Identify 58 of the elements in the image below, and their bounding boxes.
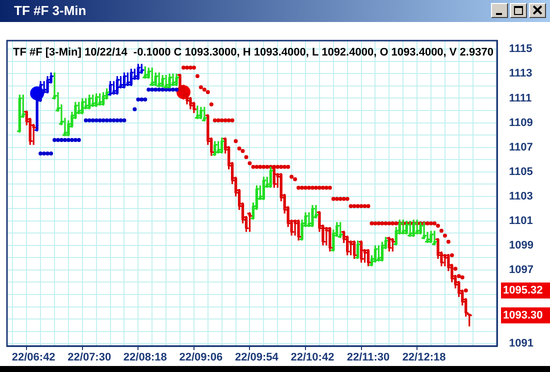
- point: [62, 138, 67, 142]
- y-tick-label: 1115: [509, 43, 532, 56]
- text: 1095.32: [503, 284, 543, 297]
- point: [108, 118, 112, 122]
- point: [49, 151, 54, 156]
- point: [112, 118, 116, 122]
- point: [160, 88, 165, 92]
- point: [136, 97, 140, 102]
- point: [174, 88, 179, 92]
- chart-title: TF #F 3-Min: [0, 0, 550, 22]
- point: [115, 118, 120, 122]
- y-tick-label: 1097: [509, 264, 534, 276]
- text: 1093.30: [503, 309, 543, 322]
- y-tick-label: 1107: [509, 141, 533, 154]
- x-tick-label: 22/11:30: [346, 352, 390, 364]
- y-tick-label: 1103: [509, 190, 533, 202]
- x-tick-label: 22/08:18: [123, 352, 167, 364]
- point: [140, 97, 144, 102]
- point: [84, 118, 88, 122]
- point: [122, 118, 126, 122]
- x-tick-label: 22/12:18: [402, 352, 446, 364]
- x-tick-label: 22/09:06: [179, 352, 223, 364]
- x-tick-label: 22/07:30: [68, 352, 112, 364]
- point: [56, 138, 60, 142]
- point: [76, 138, 81, 142]
- point: [143, 97, 148, 102]
- point: [66, 138, 70, 142]
- point: [46, 151, 50, 156]
- y-tick-label: 1091: [509, 338, 534, 350]
- x-tick-label: 22/06:42: [12, 352, 56, 364]
- point: [94, 118, 98, 122]
- point: [118, 118, 123, 122]
- y-tick-label: 1113: [509, 68, 532, 80]
- point: [132, 107, 137, 112]
- point: [104, 118, 109, 122]
- y-tick-label: 1109: [509, 116, 533, 129]
- point: [146, 88, 151, 92]
- point: [38, 151, 43, 156]
- y-tick-label: 1105: [509, 166, 533, 178]
- y-tick-label: 1099: [509, 239, 534, 252]
- point: [150, 88, 154, 92]
- point: [52, 138, 57, 142]
- point: [73, 138, 78, 142]
- point: [171, 88, 176, 92]
- point: [90, 118, 95, 122]
- y-tick-label: 1111: [509, 92, 532, 104]
- point: [101, 118, 106, 122]
- point: [98, 118, 102, 122]
- point: [154, 88, 158, 92]
- x-tick-label: 22/10:42: [290, 352, 334, 364]
- y-tick-label: 1101: [509, 214, 533, 227]
- point: [59, 138, 64, 142]
- point: [70, 138, 74, 142]
- point: [157, 88, 162, 92]
- text: TF #F [3-Min] 10/22/14 -0.1000 C 1093.3000, H 1093.4000, L 1092.4000, O 1093.4000, V 2.9370: [13, 46, 494, 59]
- point: [87, 118, 92, 122]
- point: [42, 151, 46, 156]
- x-tick-label: 22/09:54: [234, 352, 280, 364]
